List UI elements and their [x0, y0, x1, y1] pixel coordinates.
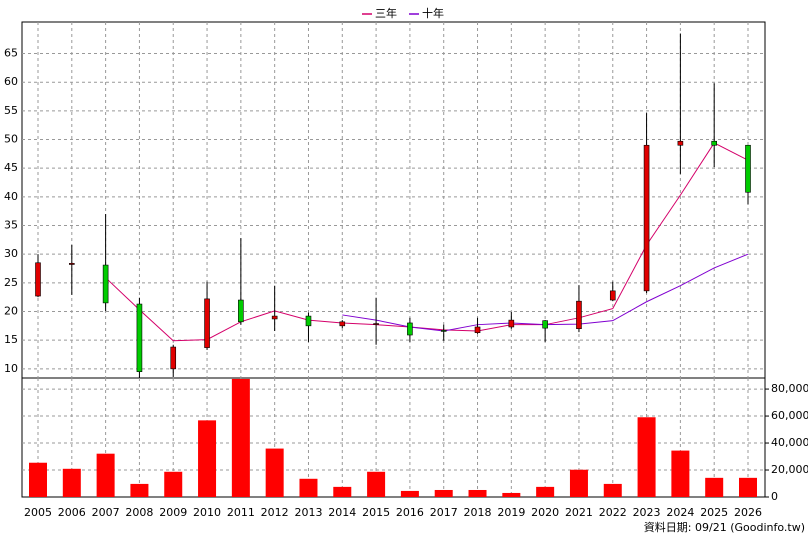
candle-body [238, 299, 244, 323]
candle-body [643, 144, 650, 292]
candle-body [339, 321, 346, 327]
x-tick-label: 2011 [227, 506, 255, 519]
volume-bar [502, 492, 521, 497]
footer: 資料日期: 09/21 (Goodinfo.tw) [644, 520, 805, 534]
volume-bar [671, 450, 690, 497]
candle-body [136, 303, 143, 372]
x-tick-label: 2021 [565, 506, 593, 519]
candle-body [440, 330, 447, 332]
x-tick-label: 2006 [58, 506, 86, 519]
y2-tick-label: 0 [771, 490, 778, 503]
volume-bar [265, 448, 284, 497]
candle-body [711, 140, 717, 146]
x-tick-label: 2013 [294, 506, 322, 519]
volume-bar [367, 471, 386, 497]
x-tick-label: 2022 [599, 506, 627, 519]
candle-body [102, 264, 109, 304]
y2-tick-label: 60,000 [771, 409, 808, 422]
x-tick-label: 2019 [497, 506, 525, 519]
x-tick-label: 2024 [666, 506, 694, 519]
candle-body [35, 262, 41, 297]
x-tick-label: 2015 [362, 506, 390, 519]
ma-line [105, 142, 749, 342]
volume-bar [739, 477, 757, 497]
legend-label: 十年 [422, 6, 444, 20]
volume-bar [468, 489, 487, 497]
y-tick-label: 15 [4, 333, 18, 346]
volume-bar [400, 490, 419, 497]
volume-bar [333, 486, 352, 497]
volume-bar [62, 468, 81, 497]
volume-bar [536, 486, 555, 497]
volume-bar [299, 478, 318, 497]
x-tick-label: 2020 [531, 506, 559, 519]
y2-tick-label: 40,000 [771, 436, 808, 449]
y2-tick-label: 80,000 [771, 382, 808, 395]
plot-frame [21, 21, 766, 498]
candle-body [508, 319, 515, 328]
legend-label: 三年 [375, 6, 397, 20]
x-tick-label: 2012 [261, 506, 289, 519]
volume-bar [96, 453, 115, 497]
x-tick-label: 2007 [92, 506, 120, 519]
x-tick-label: 2005 [24, 506, 52, 519]
x-tick-label: 2008 [125, 506, 153, 519]
candle-body [745, 144, 751, 193]
y-tick-label: 60 [4, 75, 18, 88]
volume-bar [434, 489, 453, 497]
candle-body [677, 140, 684, 146]
x-tick-label: 2026 [734, 506, 762, 519]
candle-body [69, 263, 75, 265]
x-tick-label: 2017 [430, 506, 458, 519]
candle-body [407, 322, 413, 336]
y-tick-label: 55 [4, 104, 18, 117]
x-tick-label: 2018 [464, 506, 492, 519]
candle-body [305, 315, 312, 327]
candle-body [542, 320, 548, 329]
y-tick-label: 50 [4, 133, 18, 146]
volume-bar [603, 483, 622, 497]
candle-body [373, 323, 379, 325]
y-tick-label: 45 [4, 161, 18, 174]
candle-body [204, 298, 210, 348]
candle-body [271, 315, 278, 320]
y-tick-label: 25 [4, 276, 18, 289]
x-tick-label: 2023 [633, 506, 661, 519]
y2-tick-label: 20,000 [771, 463, 808, 476]
candle-body [474, 326, 481, 334]
x-tick-label: 2009 [159, 506, 187, 519]
volume-bar [198, 420, 217, 497]
volume-bar [164, 471, 183, 497]
x-tick-label: 2016 [396, 506, 424, 519]
volume-bar [130, 483, 149, 497]
y-tick-label: 10 [4, 362, 18, 375]
volume-bar [569, 469, 588, 497]
volume-bar [231, 378, 250, 497]
volume-bar [637, 417, 656, 497]
y-tick-label: 35 [4, 219, 18, 232]
candle-body [576, 300, 582, 329]
candle-body [609, 290, 616, 301]
candle-body [170, 346, 177, 370]
x-tick-label: 2010 [193, 506, 221, 519]
y-tick-label: 30 [4, 247, 18, 260]
volume-bar [705, 477, 724, 497]
y-tick-label: 65 [4, 47, 18, 60]
volume-bar [29, 462, 47, 497]
y-tick-label: 40 [4, 190, 18, 203]
x-tick-label: 2025 [700, 506, 728, 519]
y-tick-label: 20 [4, 305, 18, 318]
x-tick-label: 2014 [328, 506, 356, 519]
